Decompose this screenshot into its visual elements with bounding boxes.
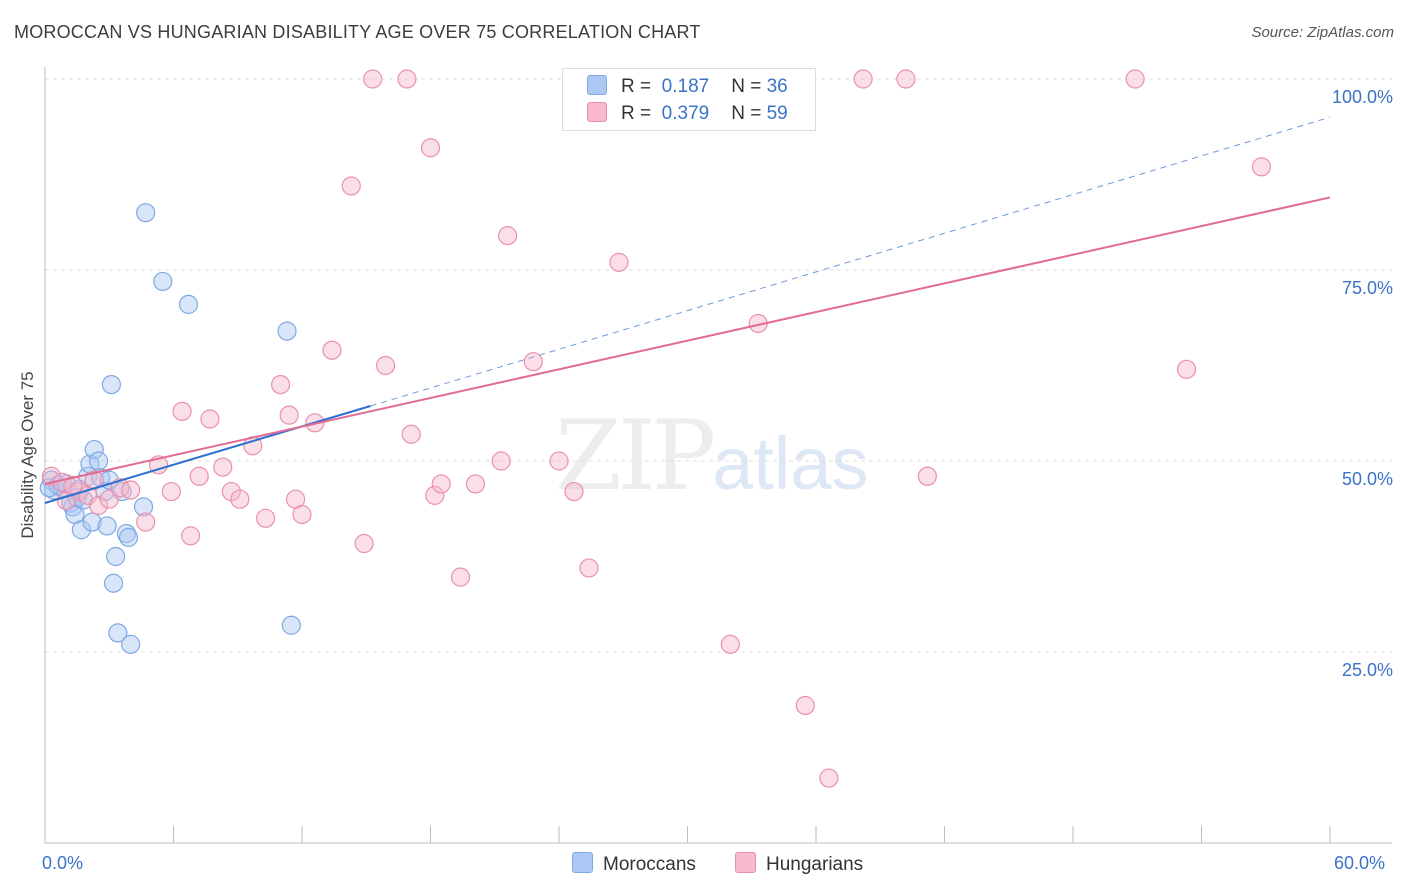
moroccan-point (103, 573, 124, 593)
hungarian-point (819, 768, 839, 788)
y-tick-100: 100.0% (1331, 87, 1393, 107)
y-tick-50: 50.0% (1341, 469, 1393, 489)
hungarian-point (401, 424, 421, 444)
hungarian-point (230, 489, 250, 509)
legend-n-value: 36 (766, 76, 788, 97)
hungarian-point (579, 558, 599, 578)
legend-n-label: N = (731, 76, 762, 97)
hungarian-point (354, 533, 374, 554)
hungarian-point (450, 567, 471, 587)
hungarian-point (498, 226, 518, 246)
hungarian-point (161, 481, 181, 502)
hungarian-point (279, 405, 299, 425)
watermark-atlas: atlas (712, 422, 869, 505)
hungarians-legend-swatch (735, 852, 756, 873)
hungarian-point (363, 69, 383, 89)
legend-n-value: 59 (766, 103, 788, 124)
hungarian-point (1251, 157, 1272, 177)
x-tick-max: 60.0% (1334, 853, 1386, 873)
moroccan-point (133, 497, 154, 517)
hungarian-point (136, 512, 156, 532)
moroccan-point (121, 634, 141, 654)
hungarians-swatch (587, 102, 607, 122)
moroccan-point (136, 203, 156, 223)
watermark: ZIPatlas (555, 400, 869, 512)
moroccan-point (84, 439, 104, 460)
legend-row-hungarians: R = 0.379 N = 59 (587, 102, 788, 126)
hungarian-trend-line (44, 196, 1331, 485)
moroccan-point (71, 520, 92, 540)
hungarian-point (200, 409, 220, 429)
hungarian-point (255, 508, 276, 528)
legend-row-moroccans: R = 0.187 N = 36 (587, 75, 788, 99)
moroccan-point (88, 451, 109, 471)
moroccans-swatch (587, 75, 607, 95)
x-tick-min: 0.0% (42, 853, 84, 873)
moroccans-legend-swatch (572, 852, 593, 873)
hungarian-point (181, 526, 201, 546)
moroccan-point (106, 546, 126, 567)
hungarian-point (1176, 359, 1197, 379)
y-tick-75: 75.0% (1341, 278, 1393, 298)
hungarian-point (523, 352, 543, 372)
hungarian-point (795, 695, 815, 716)
legend-n-label: N = (731, 103, 762, 124)
hungarian-point (431, 474, 451, 494)
watermark-zip: ZIP (555, 400, 716, 512)
hungarian-point (270, 375, 291, 395)
legend-r-label: R = (621, 76, 652, 97)
hungarian-point (1125, 69, 1145, 89)
hungarian-point (292, 504, 312, 525)
hungarian-point (88, 495, 109, 515)
hungarian-point (609, 252, 629, 272)
hungarian-point (425, 485, 445, 505)
hungarian-point (341, 176, 361, 196)
moroccan-point (82, 512, 102, 532)
moroccan-point (108, 623, 128, 643)
source-credit: Source: ZipAtlas.com (1251, 24, 1394, 41)
hungarian-point (121, 480, 141, 500)
hungarian-point (420, 138, 441, 158)
hungarians-legend-label: Hungarians (766, 854, 864, 875)
hungarian-point (896, 69, 916, 89)
moroccan-point (281, 615, 301, 635)
moroccan-point (178, 294, 199, 314)
legend-r-value: 0.379 (661, 103, 710, 124)
y-axis-label: Disability Age Over 75 (18, 371, 37, 539)
y-tick-25: 25.0% (1341, 660, 1393, 680)
moroccan-point (97, 516, 117, 536)
legend-r-label: R = (621, 103, 652, 124)
hungarian-point (491, 451, 511, 471)
moroccan-trend-extension (370, 116, 1331, 407)
moroccans-legend-label: Moroccans (603, 854, 696, 875)
hungarian-point (720, 634, 740, 654)
moroccan-point (101, 375, 121, 395)
correlation-legend: R = 0.187 N = 36 R = 0.379 N = 59 (562, 68, 816, 131)
hungarian-point (853, 69, 873, 89)
hungarian-point (917, 466, 937, 486)
bottom-legend-moroccans: Moroccans (572, 852, 696, 876)
hungarian-point (172, 401, 192, 421)
hungarian-point (465, 474, 486, 494)
bottom-legend-hungarians: Hungarians (735, 852, 863, 876)
hungarian-point (549, 451, 569, 471)
hungarian-point (564, 481, 584, 502)
hungarian-point (189, 466, 209, 486)
moroccan-point (39, 478, 59, 498)
moroccan-point (118, 527, 139, 548)
moroccan-trend-line (44, 405, 371, 504)
chart-title: MOROCCAN VS HUNGARIAN DISABILITY AGE OVE… (14, 22, 701, 42)
hungarian-point (397, 69, 417, 89)
moroccan-point (277, 321, 297, 341)
hungarian-point (213, 457, 233, 477)
hungarian-point (322, 340, 342, 360)
hungarian-point (375, 355, 396, 376)
legend-r-value: 0.187 (661, 76, 710, 97)
moroccan-point (153, 271, 173, 292)
